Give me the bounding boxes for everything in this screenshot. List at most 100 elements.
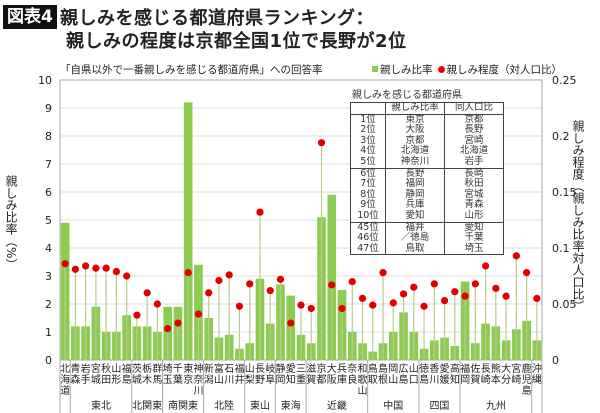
ranking-cell: 京都 (444, 113, 504, 126)
category-label: 石川 (224, 364, 234, 386)
category-label: 宮城 (91, 362, 101, 386)
region-label: 南関東 (168, 399, 198, 412)
title-line-2: 親しみの程度は京都全国1位で長野が2位 (66, 31, 407, 52)
category-label: 京都 (317, 362, 327, 386)
category-label: 島根 (378, 362, 388, 386)
dot (307, 304, 315, 313)
dot (133, 311, 141, 319)
ranking-row: 親しみ比率 同人口比 (350, 102, 504, 115)
y-tick-label: 10 (38, 74, 52, 87)
ranking-cell: 秋田 (444, 179, 504, 190)
dot (174, 319, 182, 327)
region-label: 東北 (91, 399, 111, 412)
ranking-cell: 親しみ比率 (385, 102, 445, 115)
ranking-row: 2位 大阪 長野 (350, 125, 504, 136)
category-label: 千葉 (173, 363, 183, 386)
dot (164, 325, 172, 333)
dot (471, 280, 479, 288)
title-line-1: 親しみを感じる都道府県ランキング： (60, 8, 374, 29)
ranking-cell (350, 102, 386, 115)
ranking-row: 5位 神奈川 岩手 (350, 156, 504, 169)
ranking-cell: 同人口比 (444, 102, 504, 115)
ranking-cell: 4位 (350, 146, 386, 157)
ranking-cell: 福岡 (385, 179, 445, 190)
category-label: 広島 (399, 362, 409, 386)
y-tick-label: 6 (45, 186, 52, 199)
legend-dot-label: 親しみ程度（対人口比） (446, 64, 563, 76)
bar (183, 102, 193, 361)
category-label: 三重 (296, 364, 306, 386)
category-label: 青森 (70, 362, 80, 386)
y-axis-label: 親しみ比率（%） (4, 175, 18, 271)
category-label: 山口 (409, 363, 419, 386)
dot (348, 278, 356, 286)
category-label: 大阪 (327, 362, 337, 386)
dot (338, 304, 346, 313)
ranking-grid: 親しみ比率 同人口比 1位 東京 京都 2位 大阪 長野 3位 京都 宮崎 4位 北海道 北海道 5位 神奈川… (350, 102, 504, 256)
category-label: 富山 (214, 362, 224, 386)
region-label: 東山 (250, 399, 270, 412)
category-label: 山形 (111, 363, 121, 386)
figure-badge: 図表4 (3, 5, 57, 29)
dot (82, 262, 90, 270)
dot (92, 264, 100, 272)
category-label: 宮崎 (511, 362, 521, 386)
ranking-cell: 北海道 (444, 146, 504, 157)
ranking-cell: 愛知 (385, 210, 445, 223)
dot (502, 292, 510, 300)
region-label: 九州 (486, 400, 506, 412)
dot (523, 269, 531, 277)
dot (328, 281, 336, 289)
category-label: 山梨 (245, 363, 255, 386)
dot (71, 265, 79, 273)
category-label: 神奈川 (193, 362, 203, 397)
dot (61, 260, 69, 268)
ranking-cell: 46位 (350, 233, 386, 244)
dot (112, 267, 121, 276)
ranking-cell: 8位 (350, 189, 386, 201)
ranking-cell: 埼玉 (444, 243, 504, 255)
ranking-cell: 千葉 (444, 233, 504, 244)
y2-axis-label: 親しみ程度（親しみ比率対人口比） (571, 120, 585, 312)
category-label: 兵庫 (337, 362, 347, 386)
y-tick-label: 1 (45, 326, 52, 339)
category-label: 長崎 (481, 363, 491, 386)
ranking-caption: 親しみを感じる都道府県 (352, 90, 462, 101)
y2-tick-label: 0.25 (552, 74, 577, 87)
y-tick-label: 2 (45, 298, 52, 311)
dot (399, 290, 408, 298)
dot (225, 271, 233, 279)
region-label: 四国 (429, 400, 449, 412)
ranking-cell: 1位 (350, 113, 386, 126)
legend-dot-swatch (437, 66, 445, 73)
region-label: 北関東 (132, 399, 162, 412)
category-label: 愛知 (286, 362, 296, 386)
dot (533, 294, 541, 302)
dot (430, 280, 438, 288)
category-label: 新潟 (204, 362, 214, 386)
category-label: 岩手 (81, 362, 91, 386)
dot (420, 302, 428, 310)
y-tick-label: 8 (45, 130, 52, 143)
dot (215, 276, 223, 285)
category-label: 埼玉 (163, 362, 173, 386)
ranking-cell: 長崎 (444, 167, 504, 180)
dot (440, 297, 449, 305)
region-label: 中国 (383, 399, 403, 412)
ranking-cell: 6位 (350, 167, 386, 180)
y2-tick-label: 0.15 (552, 186, 577, 199)
category-label: 福井 (234, 362, 244, 386)
ranking-cell: 愛知 (444, 221, 504, 234)
dot (369, 301, 377, 309)
category-label: 鳥取 (368, 362, 378, 386)
legend: 親しみ比率 親しみ程度（対人口比） (372, 62, 562, 77)
ranking-row: 45位 福井 愛知 (350, 221, 504, 234)
category-label: 熊本 (491, 362, 501, 386)
y2-tick-label: 0.1 (552, 242, 570, 255)
ranking-cell: 山形 (444, 210, 504, 223)
ranking-row: 8位 静岡 宮城 (350, 189, 504, 201)
dot (389, 299, 397, 307)
category-label: 福島 (122, 362, 132, 386)
ranking-row: 1位 東京 京都 (350, 113, 504, 126)
